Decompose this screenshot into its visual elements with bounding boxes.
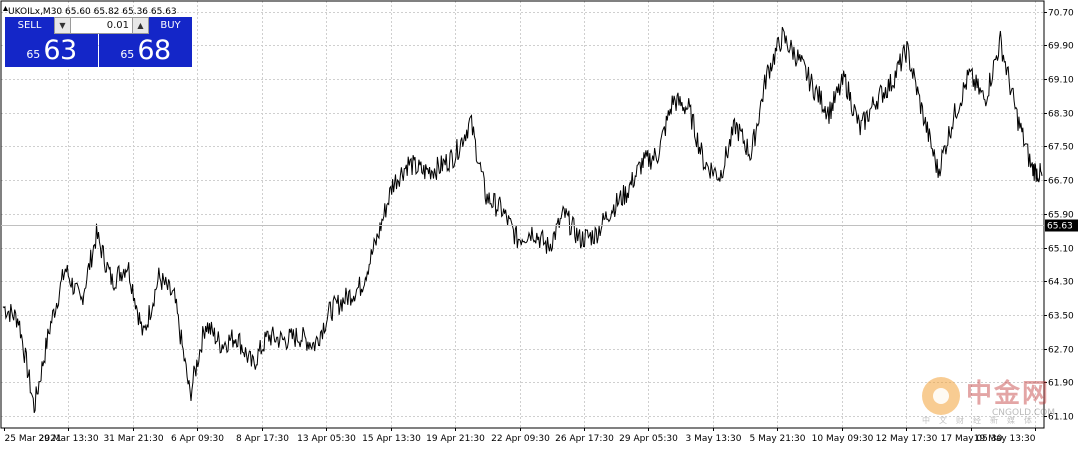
y-tick-label: 67.50 <box>1048 143 1074 153</box>
sell-price-prefix: 65 <box>26 48 41 61</box>
x-tick-label: 13 Apr 05:30 <box>297 434 356 444</box>
one-click-trade-panel: SELL ▼ 0.01 ▲ BUY 65 63 65 68 <box>5 17 192 67</box>
x-tick-label: 5 May 21:30 <box>750 434 806 444</box>
watermark-url: CNGOLD.COM <box>992 408 1056 418</box>
collapse-arrow-icon[interactable] <box>3 6 8 11</box>
x-tick-label: 29 Apr 05:30 <box>619 434 678 444</box>
cngold-logo-icon <box>922 377 960 415</box>
y-tick-label: 62.70 <box>1048 346 1074 356</box>
lot-size-input[interactable]: 0.01 <box>71 17 132 34</box>
lot-decrease-icon[interactable]: ▼ <box>54 17 71 34</box>
grid <box>1 1 1044 428</box>
watermark-title: 中金网 <box>966 379 1051 409</box>
x-tick-label: 25 Mar 2021 <box>5 434 62 444</box>
price-series-line <box>2 26 1043 413</box>
chart-header-text: UKOILx,M30 65.60 65.82 65.36 65.63 <box>8 7 177 17</box>
x-tick-label: 26 Apr 17:30 <box>555 434 614 444</box>
x-tick-label: 6 Apr 09:30 <box>171 434 224 444</box>
y-tick-label: 69.90 <box>1048 42 1074 52</box>
watermark: 中金网 CNGOLD.COM 中文财经新媒体 <box>922 375 1076 425</box>
current-price-box <box>1045 219 1078 232</box>
y-tick-label: 61.90 <box>1048 379 1074 389</box>
y-tick-label: 69.10 <box>1048 76 1074 86</box>
x-tick-label: 3 May 13:30 <box>686 434 742 444</box>
x-tick-label: 31 Mar 21:30 <box>103 434 163 444</box>
x-tick-label: 19 May 13:30 <box>974 434 1036 444</box>
y-tick-label: 65.10 <box>1048 245 1074 255</box>
current-price-marker: 65.63 <box>1 219 1078 232</box>
y-axis: 70.70 69.90 69.10 68.30 67.50 66.70 65.90 65.10… <box>1044 9 1074 423</box>
buy-price-main: 68 <box>137 35 171 66</box>
x-tick-label: 15 Apr 13:30 <box>362 434 421 444</box>
y-tick-label: 63.50 <box>1048 312 1074 322</box>
y-tick-label: 61.10 <box>1048 413 1074 423</box>
buy-button[interactable]: 65 68 <box>99 34 192 67</box>
x-tick-label: 10 May 09:30 <box>812 434 874 444</box>
x-tick-label: 19 Apr 21:30 <box>426 434 485 444</box>
buy-price-prefix: 65 <box>120 48 135 61</box>
y-tick-label: 64.30 <box>1048 278 1074 288</box>
x-tick-label: 8 Apr 17:30 <box>236 434 289 444</box>
buy-label[interactable]: BUY <box>149 17 192 34</box>
y-tick-label: 68.30 <box>1048 110 1074 120</box>
lot-increase-icon[interactable]: ▲ <box>132 17 149 34</box>
x-tick-label: 22 Apr 09:30 <box>491 434 550 444</box>
current-price-label: 65.63 <box>1047 222 1073 232</box>
sell-price-main: 63 <box>43 35 77 66</box>
watermark-subtitle: 中文财经新媒体 <box>922 416 1041 425</box>
y-tick-label: 66.70 <box>1048 177 1074 187</box>
sell-button[interactable]: 65 63 <box>5 34 98 67</box>
y-tick-label: 70.70 <box>1048 9 1074 19</box>
y-tick-label: 65.90 <box>1048 211 1074 221</box>
sell-label[interactable]: SELL <box>5 17 54 34</box>
x-tick-label: 29 Mar 13:30 <box>38 434 98 444</box>
x-tick-label: 12 May 17:30 <box>876 434 938 444</box>
x-tick-label: 17 May 05:30 <box>941 434 1003 444</box>
